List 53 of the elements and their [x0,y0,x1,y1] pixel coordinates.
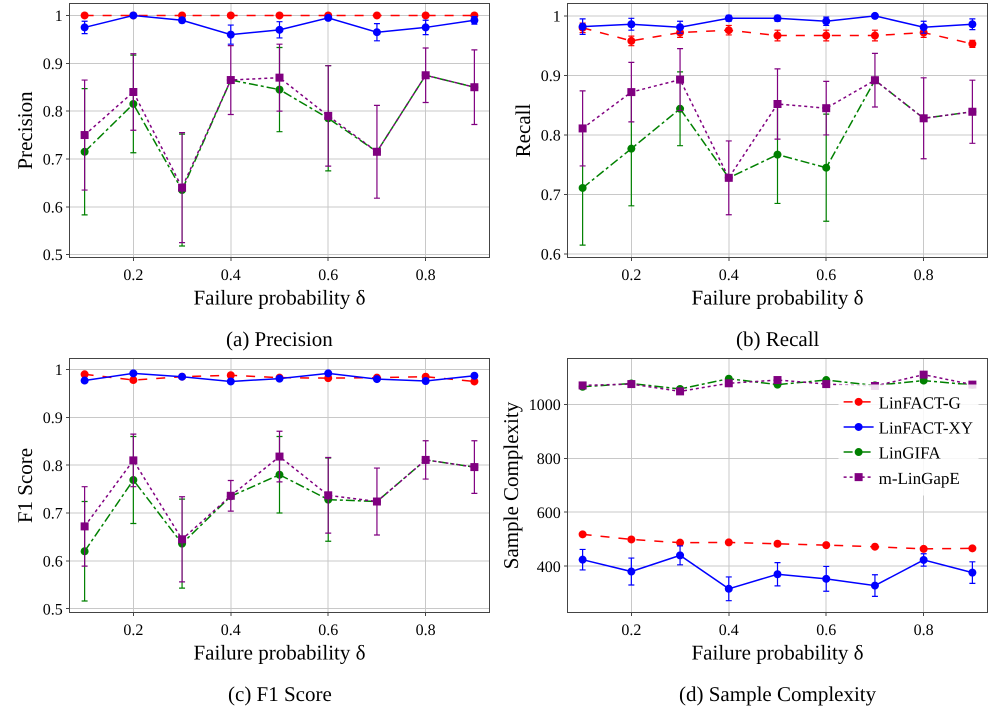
legend-label: LinFACT-XY [878,418,974,438]
x-tick-label: 0.8 [416,267,436,284]
y-tick-label: 0.6 [540,246,561,264]
x-tick-label: 0.2 [621,622,642,640]
legend-label: m-LinGapE [878,468,960,488]
x-tick-label: 0.2 [123,622,144,640]
x-tick-label: 0.2 [621,267,642,284]
y-tick-label: 0.6 [42,199,63,216]
y-tick-label: 800 [536,450,561,468]
y-tick-label: 0.7 [42,152,63,169]
y-tick-label: 1 [54,8,63,26]
x-axis-title: Failure probability δ [193,640,366,664]
y-tick-label: 0.7 [42,506,63,523]
y-axis-title: Recall [510,104,535,158]
y-tick-label: 0.8 [42,104,63,121]
x-tick-label: 0.6 [816,267,836,284]
x-tick-label: 0.8 [914,622,934,640]
y-tick-label: 0.8 [540,128,561,145]
y-tick-label: 0.6 [42,553,63,570]
text: (a) Precision [226,327,334,351]
y-axis-title: Sample Complexity [498,401,523,570]
text: (d) Sample Complexity [679,682,877,706]
y-tick-label: 600 [536,504,561,522]
y-tick-label: 0.9 [42,56,63,73]
x-tick-label: 0.4 [220,267,241,284]
x-tick-label: 0.4 [220,622,241,640]
y-tick-label: 0.9 [540,68,561,86]
x-tick-label: 0.6 [816,622,836,640]
x-tick-label: 0.6 [318,622,338,640]
x-tick-label: 0.8 [914,267,934,284]
y-tick-label: 0.9 [42,410,63,427]
y-tick-label: 0.5 [42,601,63,618]
y-tick-label: 400 [536,558,561,576]
text: (c) F1 Score [228,682,332,706]
x-axis-title: Failure probability δ [691,640,864,664]
x-axis-title: Failure probability δ [691,285,864,310]
y-tick-label: 1 [54,362,63,380]
y-axis-title: Precision [12,90,37,170]
legend-label: LinFACT-G [878,393,961,412]
text: (b) Recall [736,327,820,351]
y-tick-label: 1000 [528,396,561,414]
y-tick-label: 0.5 [42,247,63,264]
x-axis-title: Failure probability δ [193,285,366,310]
y-tick-label: 0.7 [540,187,561,204]
y-tick-label: 1 [552,8,561,26]
y-tick-label: 0.8 [42,458,63,475]
y-axis-title: F1 Score [12,448,37,524]
x-tick-label: 0.6 [318,267,338,284]
x-tick-label: 0.8 [416,622,436,640]
x-tick-label: 0.4 [718,267,739,284]
legend-label: LinGIFA [878,444,942,463]
x-tick-label: 0.4 [718,622,739,640]
x-tick-label: 0.2 [123,267,144,284]
